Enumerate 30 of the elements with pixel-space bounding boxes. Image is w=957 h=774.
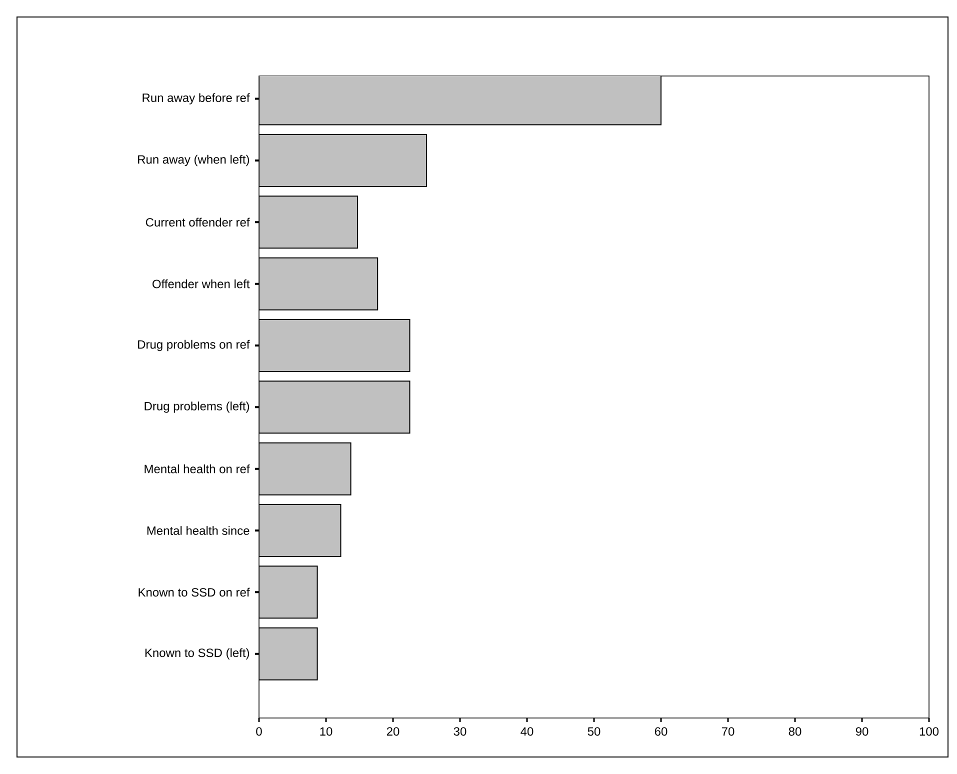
y-tick-label: Run away (when left) [138,154,250,166]
y-tick-label: Run away before ref [142,93,250,104]
bar [259,318,410,372]
y-tick-label: Offender when left [152,279,250,288]
bar [259,134,428,187]
y-tick-label: Known to SSD on ref [138,588,250,597]
bar [259,627,318,680]
x-tick-label: 50 [588,727,600,736]
y-tick-label: Drug problems (left) [144,402,250,413]
x-tick-label: 10 [320,727,332,736]
y-tick-label: Mental health on ref [144,464,250,474]
bar [259,196,358,249]
x-tick-label: 100 [920,727,939,736]
y-tick-label: Mental health since [147,526,250,535]
x-tick-label: 40 [520,727,534,736]
bar [259,442,352,496]
y-tick-label: Drug problems on ref [138,340,250,352]
x-tick-label: 0 [256,727,262,736]
x-tick-label: 80 [788,727,802,736]
bar [259,504,342,558]
x-tick-label: 20 [386,727,400,736]
bar [259,566,318,619]
bar [259,380,410,434]
x-tick-label: 70 [722,727,734,736]
x-tick-label: 90 [856,727,868,736]
y-tick-label: Known to SSD (left) [145,648,250,660]
bar [259,257,378,310]
x-tick-label: 60 [654,727,668,736]
x-tick-label: 30 [454,727,466,736]
y-tick-label: Current offender ref [146,218,250,227]
